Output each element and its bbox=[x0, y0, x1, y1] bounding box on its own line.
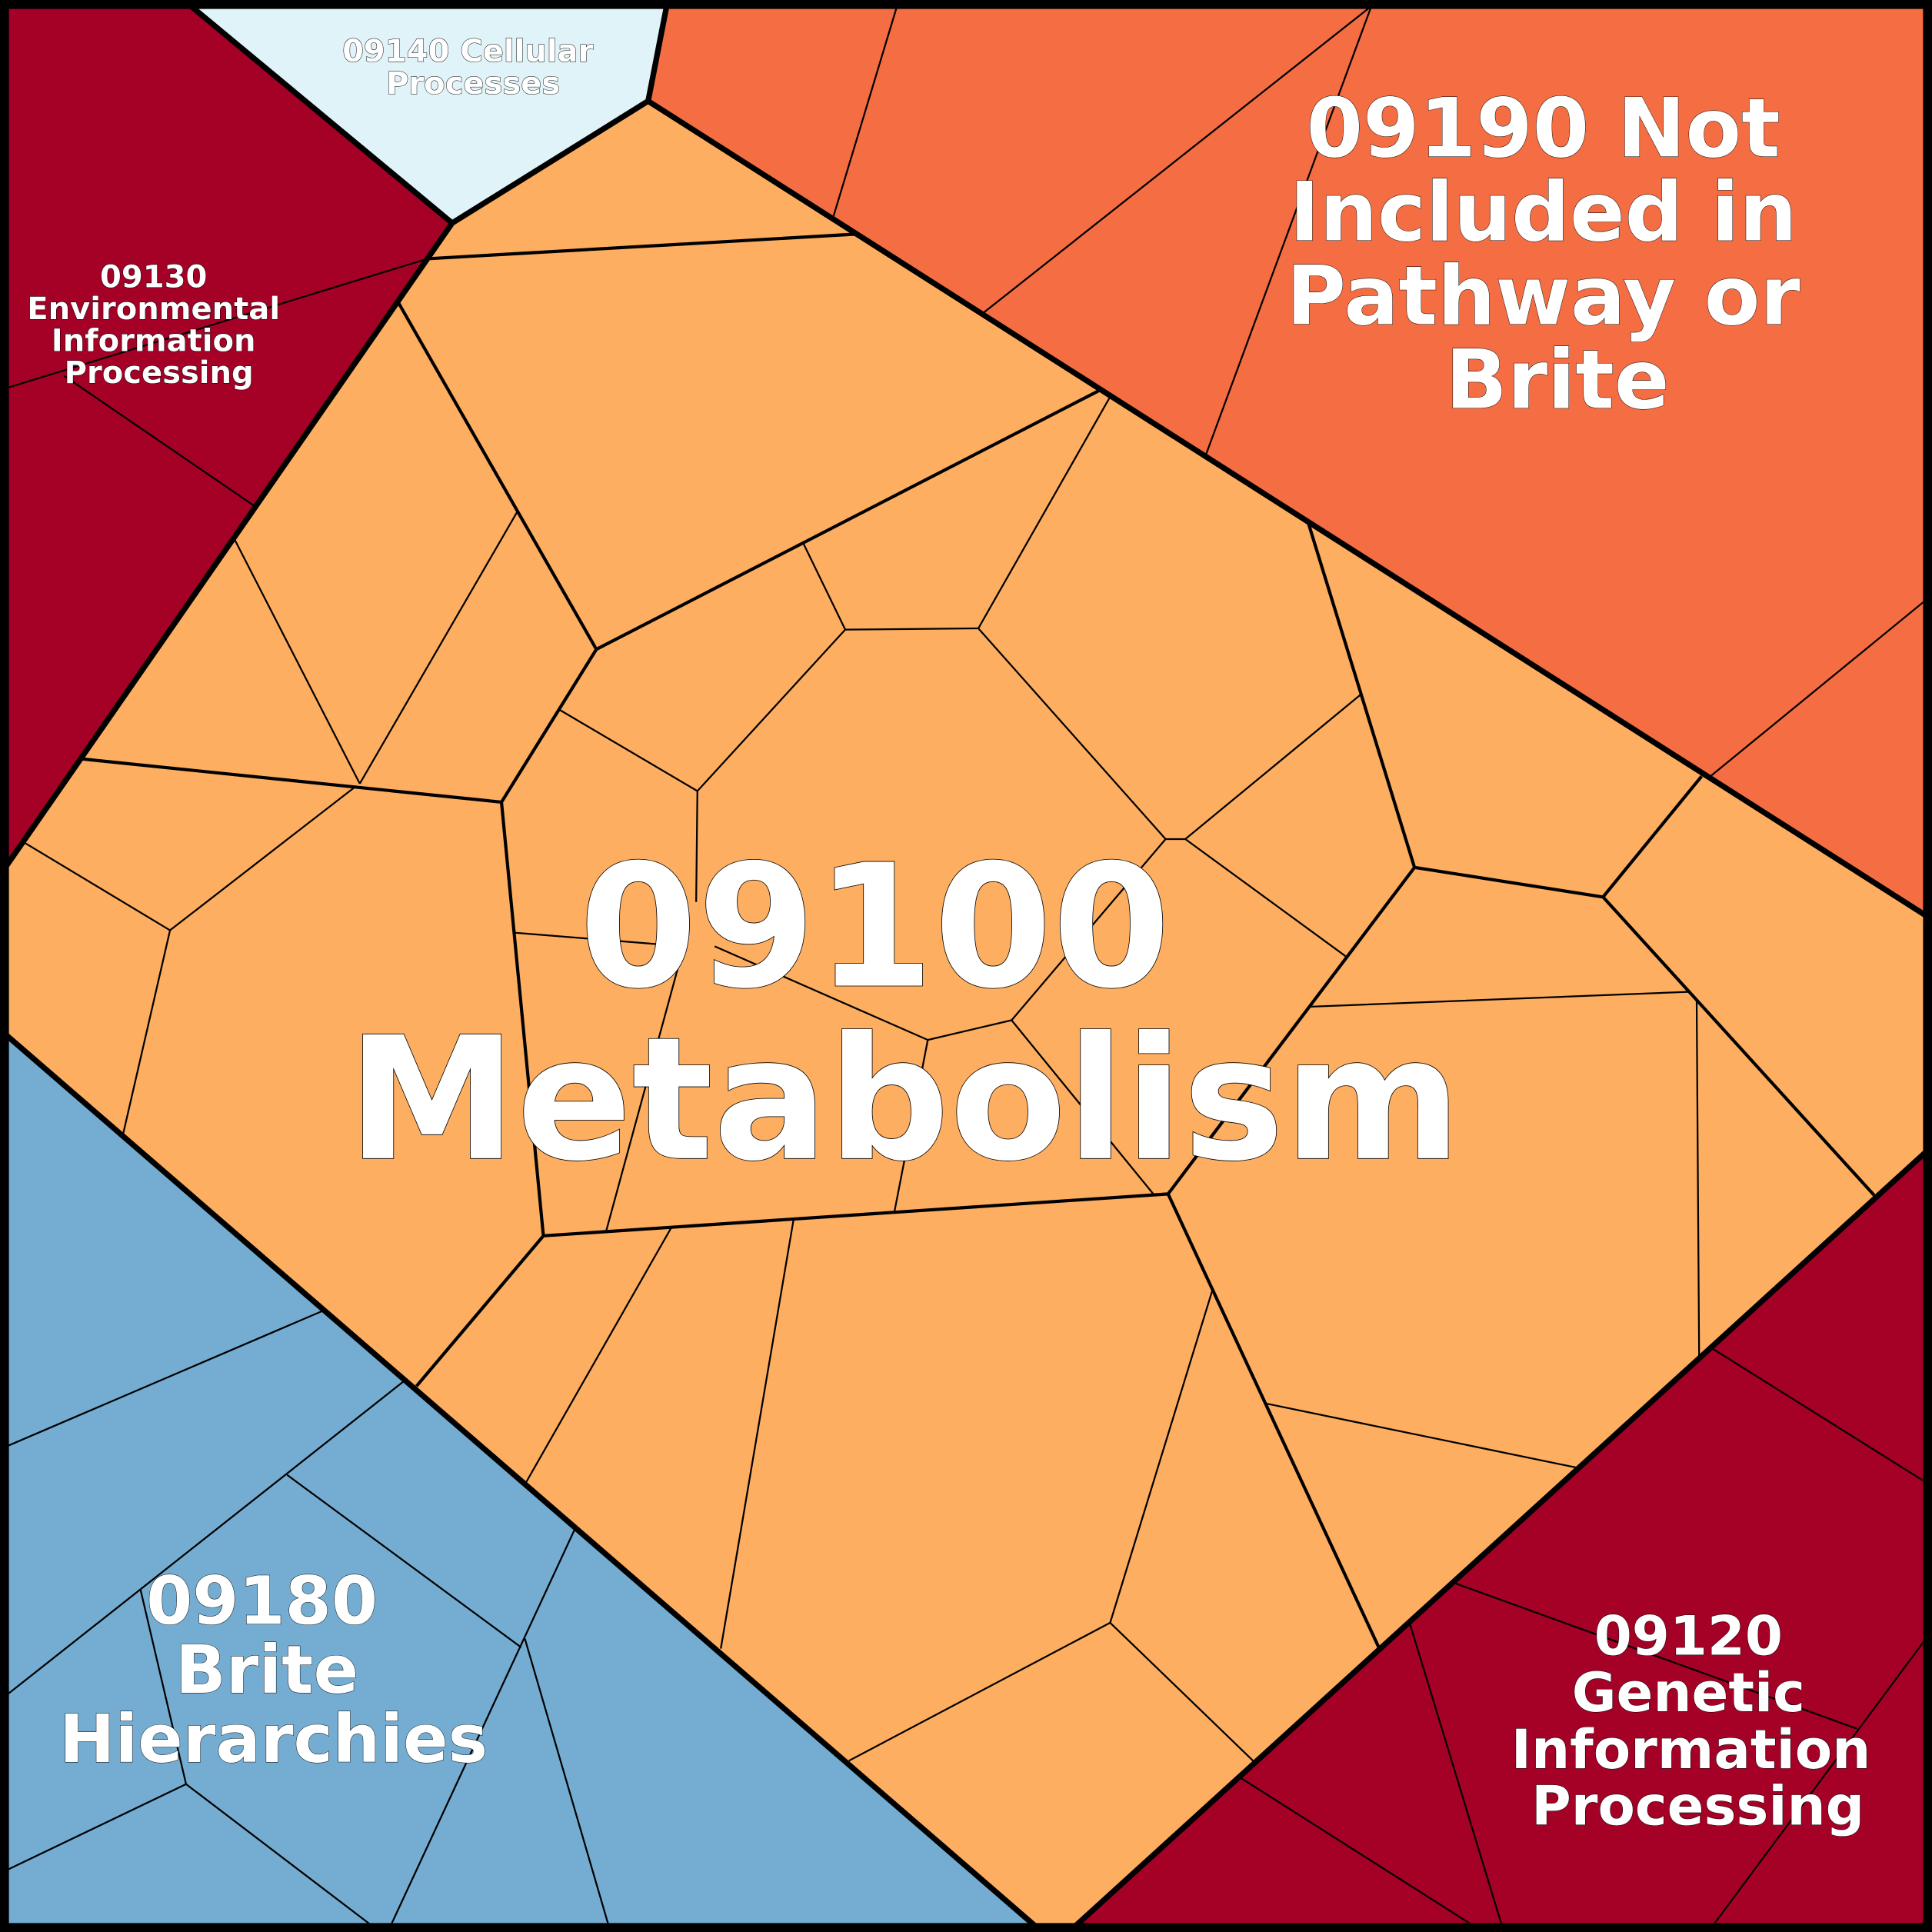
label-cellular: 09140 Cellular Processes bbox=[342, 34, 604, 102]
label-environmental: 09130 Environmental Information Processi… bbox=[27, 259, 291, 391]
label-metabolism: 09100 Metabolism bbox=[348, 829, 1461, 1199]
label-not-included: 09190 Not Included in Pathway or Brite bbox=[1287, 81, 1829, 427]
label-brite: 09180 Brite Hierarchies bbox=[59, 1563, 488, 1777]
cell-boundaries bbox=[5, 5, 1927, 1927]
label-genetic: 09120 Genetic Information Processing bbox=[1511, 1605, 1890, 1838]
